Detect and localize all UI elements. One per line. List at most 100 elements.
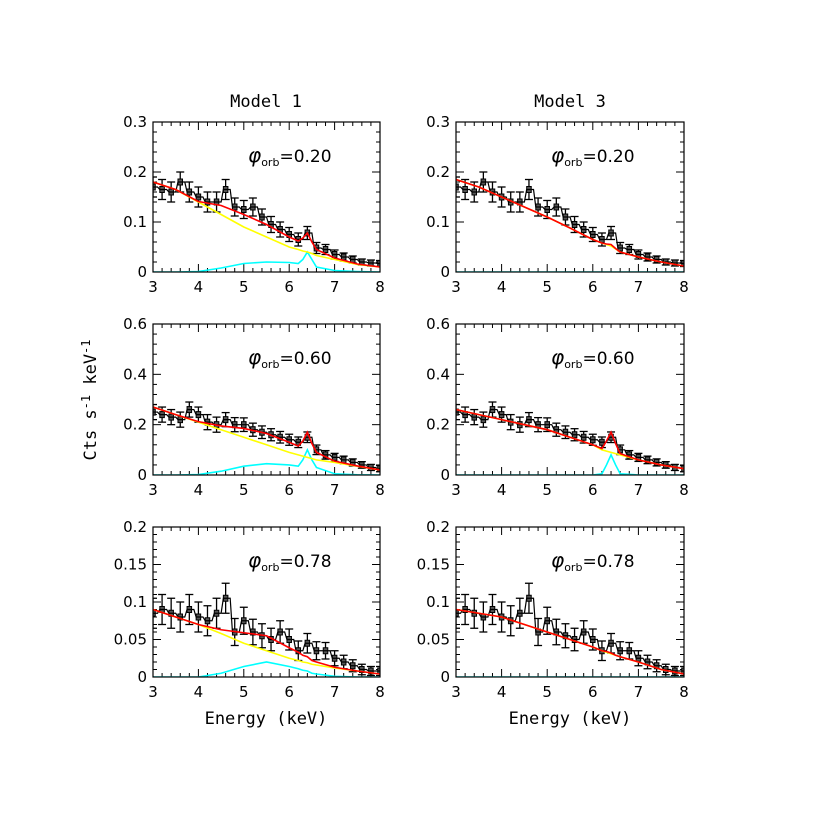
continuum-model-line	[153, 181, 380, 268]
x-tick-label: 3	[148, 683, 158, 701]
continuum-model-line	[153, 608, 380, 675]
x-tick-label: 7	[634, 481, 644, 499]
y-tick-label: 0.2	[426, 416, 450, 434]
y-tick-label: 0	[137, 668, 147, 686]
y-tick-label: 0	[440, 263, 450, 281]
x-tick-label: 4	[497, 278, 507, 296]
x-tick-label: 8	[375, 683, 385, 701]
y-tick-label: 0.4	[426, 365, 450, 383]
x-tick-label: 6	[588, 481, 598, 499]
x-tick-label: 4	[194, 481, 204, 499]
y-tick-label: 0.15	[114, 556, 147, 574]
x-tick-label: 3	[451, 278, 461, 296]
x-tick-label: 7	[330, 278, 340, 296]
panel-frame	[455, 323, 685, 476]
y-tick-label: 0.6	[123, 315, 147, 333]
x-tick-label: 5	[239, 683, 249, 701]
gaussian-model-line	[153, 250, 380, 272]
x-tick-label: 8	[679, 481, 689, 499]
gaussian-model-line	[153, 447, 380, 475]
y-tick-label: 0	[440, 668, 450, 686]
y-tick-label: 0.2	[123, 416, 147, 434]
plot-area	[153, 401, 380, 475]
panel-frame	[455, 526, 685, 678]
panel-2: 3 4 5 6 7 8 0 0.1 0.2 0.3 φorb=0.20	[426, 113, 689, 296]
data-histogram	[456, 181, 684, 265]
panel-frame	[152, 121, 381, 273]
x-tick-label: 7	[634, 278, 644, 296]
plot-area	[456, 401, 684, 475]
y-tick-label: 0.1	[123, 593, 147, 611]
y-tick-label: 0	[137, 466, 147, 484]
x-tick-label: 5	[542, 278, 552, 296]
y-axis-label: Cts s-1 keV-1	[79, 339, 101, 460]
x-tick-label: 4	[497, 481, 507, 499]
continuum-model-line	[153, 406, 380, 471]
x-tick-label: 5	[542, 481, 552, 499]
x-tick-label: 7	[330, 481, 340, 499]
x-tick-label: 6	[284, 481, 294, 499]
plot-area	[456, 582, 684, 677]
plot-area	[153, 171, 380, 272]
phase-annotation: φorb=0.78	[551, 548, 635, 574]
y-tick-label: 0.2	[426, 163, 450, 181]
x-tick-label: 4	[194, 683, 204, 701]
x-tick-label: 6	[284, 278, 294, 296]
x-tick-label: 7	[634, 683, 644, 701]
x-axis-label-left: Energy (keV)	[205, 709, 328, 729]
x-tick-label: 3	[148, 278, 158, 296]
x-tick-label: 3	[451, 481, 461, 499]
x-tick-label: 4	[194, 278, 204, 296]
gaussian-model-line	[153, 661, 380, 677]
panel-5: 3 4 5 6 7 8 0 0.05 0.1 0.15 0.2 φorb=0.78	[114, 518, 385, 701]
data-histogram	[456, 597, 684, 672]
x-tick-label: 6	[588, 683, 598, 701]
x-tick-label: 8	[679, 278, 689, 296]
y-tick-label: 0	[137, 263, 147, 281]
y-tick-label: 0.2	[123, 518, 147, 536]
y-tick-label: 0.05	[417, 631, 450, 649]
panel-3: 3 4 5 6 7 8 0 0.2 0.4 0.6 φorb=0.60	[123, 315, 385, 499]
y-tick-label: 0.3	[426, 113, 450, 131]
panel-frame	[152, 526, 381, 678]
total-model-line	[456, 608, 684, 675]
phase-annotation: φorb=0.60	[248, 345, 332, 371]
phase-annotation: φorb=0.20	[248, 143, 332, 169]
data-histogram	[153, 181, 380, 265]
y-tick-label: 0.1	[123, 213, 147, 231]
y-tick-label: 0.1	[426, 213, 450, 231]
plot-area	[153, 582, 380, 677]
x-tick-label: 3	[451, 683, 461, 701]
x-tick-label: 3	[148, 481, 158, 499]
total-model-line	[153, 181, 380, 268]
y-tick-label: 0.4	[123, 365, 147, 383]
panel-4: 3 4 5 6 7 8 0 0.2 0.4 0.6 φorb=0.60	[426, 315, 689, 499]
y-tick-label: 0.2	[123, 163, 147, 181]
y-tick-label: 0.05	[114, 631, 147, 649]
panel-frame	[455, 121, 685, 273]
total-model-line	[456, 178, 684, 267]
total-model-line	[153, 608, 380, 675]
panel-1: 3 4 5 6 7 8 0 0.1 0.2 0.3 φorb=0.20	[123, 113, 385, 296]
y-tick-label: 0.15	[417, 556, 450, 574]
column-title-model-3: Model 3	[534, 92, 606, 112]
x-tick-label: 8	[375, 481, 385, 499]
x-tick-label: 6	[588, 278, 598, 296]
x-tick-label: 8	[375, 278, 385, 296]
data-histogram	[153, 597, 380, 672]
plot-area	[456, 171, 684, 272]
y-tick-label: 0.1	[426, 593, 450, 611]
x-tick-label: 5	[239, 481, 249, 499]
panel-6: 3 4 5 6 7 8 0 0.05 0.1 0.15 0.2 φorb=0.78	[417, 518, 689, 701]
x-tick-label: 4	[497, 683, 507, 701]
x-axis-label-right: Energy (keV)	[509, 709, 632, 729]
y-tick-label: 0.6	[426, 315, 450, 333]
total-model-line	[456, 408, 684, 470]
y-tick-label: 0.3	[123, 113, 147, 131]
phase-annotation: φorb=0.60	[551, 345, 635, 371]
panel-frame	[152, 323, 381, 476]
total-model-line	[153, 406, 380, 471]
x-tick-label: 5	[239, 278, 249, 296]
x-tick-label: 6	[284, 683, 294, 701]
